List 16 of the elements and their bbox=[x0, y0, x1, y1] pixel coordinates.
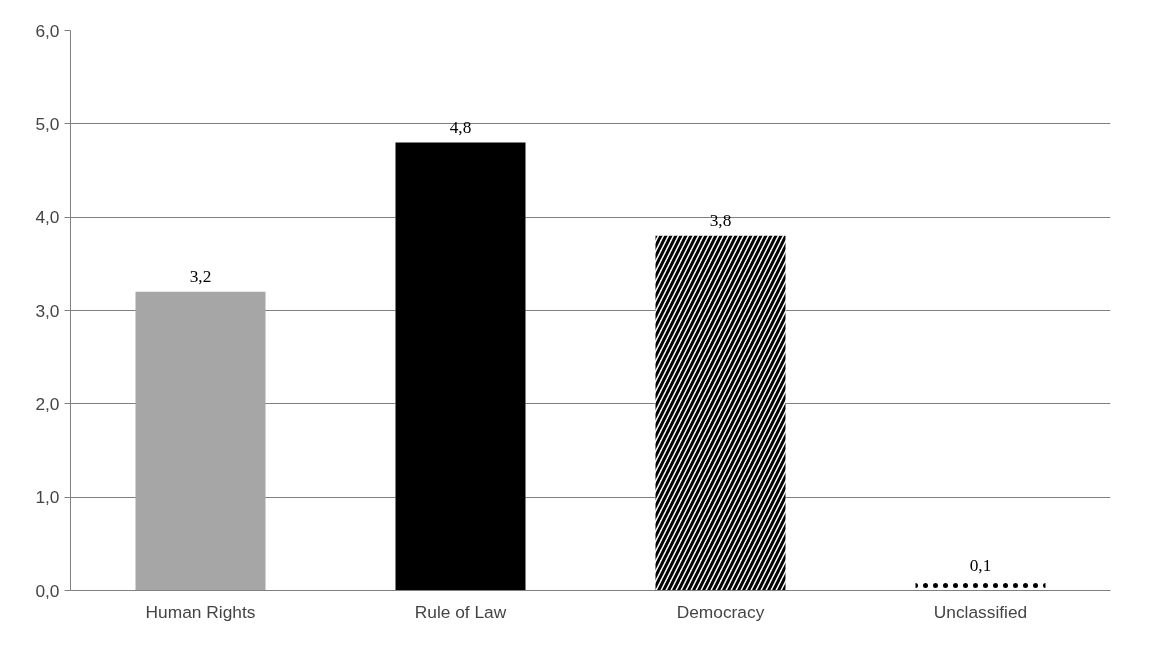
data-label: 3,8 bbox=[709, 210, 732, 230]
bar bbox=[135, 291, 266, 591]
data-label: 4,8 bbox=[449, 117, 472, 137]
data-label: 0,1 bbox=[969, 556, 992, 576]
y-tick-label: 6,0 bbox=[35, 20, 60, 41]
y-tick-label: 4,0 bbox=[35, 207, 60, 228]
y-tick-label: 3,0 bbox=[35, 300, 60, 321]
y-tick-label: 0,0 bbox=[35, 580, 60, 601]
x-tick-label: Democracy bbox=[676, 601, 765, 622]
data-label: 3,2 bbox=[189, 266, 212, 286]
y-tick-label: 2,0 bbox=[35, 393, 60, 414]
y-tick-label: 5,0 bbox=[35, 113, 60, 134]
x-tick-label: Unclassified bbox=[933, 601, 1028, 622]
x-tick-label: Human Rights bbox=[145, 601, 256, 622]
y-tick-label: 1,0 bbox=[35, 487, 60, 508]
x-tick-label: Rule of Law bbox=[414, 601, 507, 622]
